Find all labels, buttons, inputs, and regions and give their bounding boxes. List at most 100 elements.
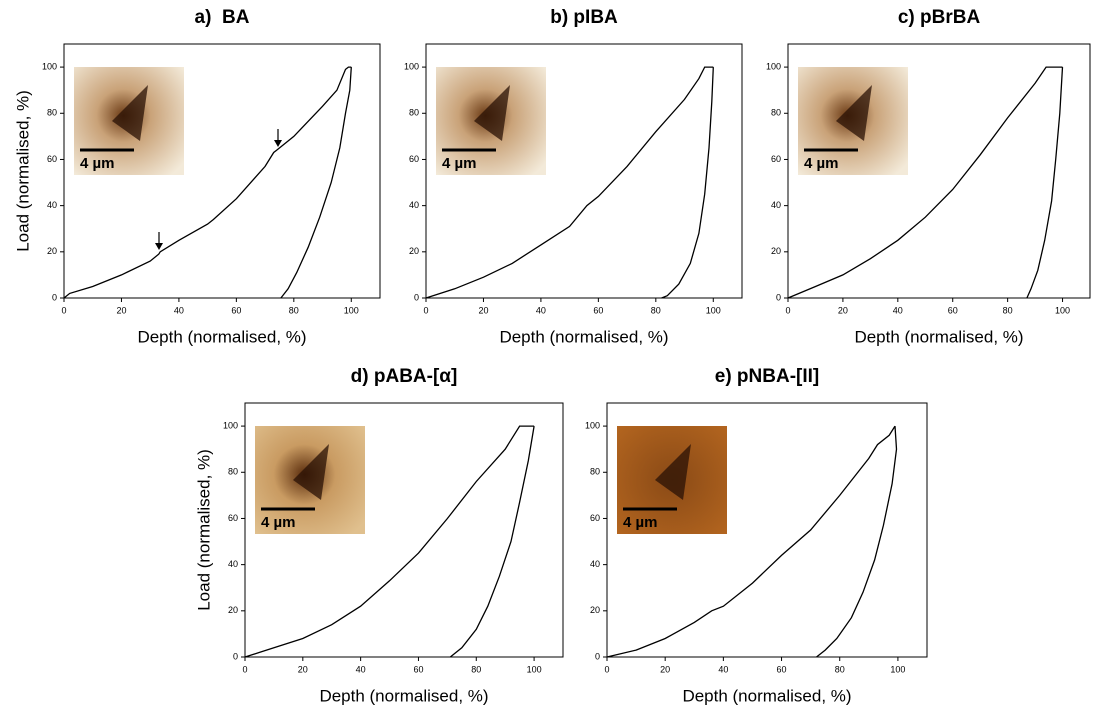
scale-label: 4 µm [623,514,658,531]
curve [1026,67,1064,299]
x-tick-label: 80 [1003,305,1013,315]
x-tick-label: 80 [651,305,661,315]
curve [280,67,352,299]
curve [244,425,535,658]
chart-title: c) pBrBA [898,7,981,28]
x-tick-label: 60 [948,305,958,315]
y-tick-label: 60 [47,154,57,164]
plot-frame [606,402,928,658]
x-tick-label: 100 [706,305,721,315]
chart-title: d) pABA-[α] [351,366,458,387]
plot-frame [787,43,1091,299]
arrow-head [274,140,282,147]
y-tick-label: 0 [776,292,781,302]
x-tick-label: 40 [718,664,728,674]
y-axis-label: Load (normalised, %) [13,90,32,252]
scale-label: 4 µm [80,155,115,172]
x-tick-label: 20 [298,664,308,674]
x-tick-label: 60 [777,664,787,674]
inset-indent [474,85,510,141]
y-tick-label: 100 [585,420,600,430]
plot-frame [425,43,743,299]
y-tick-label: 80 [590,467,600,477]
y-tick-label: 20 [228,605,238,615]
arrow-head [155,243,163,250]
y-tick-label: 60 [228,513,238,523]
curve [606,425,896,658]
plot-frame [63,43,381,299]
y-tick-label: 20 [771,246,781,256]
scale-label: 4 µm [804,155,839,172]
y-tick-label: 40 [47,200,57,210]
x-axis-label: Depth (normalised, %) [319,686,488,705]
x-tick-label: 0 [61,305,66,315]
x-tick-label: 0 [423,305,428,315]
x-axis-label: Depth (normalised, %) [854,327,1023,346]
y-tick-label: 60 [409,154,419,164]
y-tick-label: 0 [52,292,57,302]
curve [425,66,714,299]
inset-indent [112,85,148,141]
plot-frame [244,402,564,658]
x-tick-label: 100 [344,305,359,315]
chart-title: b) pIBA [550,7,618,28]
x-tick-label: 40 [356,664,366,674]
x-tick-label: 100 [890,664,905,674]
y-tick-label: 80 [771,108,781,118]
curve [661,67,714,299]
x-tick-label: 20 [478,305,488,315]
x-axis-label: Depth (normalised, %) [137,327,306,346]
y-tick-label: 60 [771,154,781,164]
y-tick-label: 100 [42,61,57,71]
y-tick-label: 80 [228,467,238,477]
y-tick-label: 0 [595,651,600,661]
annotation-arrows [155,129,282,250]
x-tick-label: 100 [1055,305,1070,315]
inset-indent [836,85,872,141]
y-tick-label: 20 [590,605,600,615]
x-tick-label: 80 [471,664,481,674]
x-tick-label: 100 [527,664,542,674]
x-tick-label: 20 [660,664,670,674]
x-tick-label: 40 [893,305,903,315]
y-tick-label: 80 [47,108,57,118]
y-tick-label: 40 [228,559,238,569]
y-tick-label: 80 [409,108,419,118]
x-tick-label: 80 [835,664,845,674]
scale-label: 4 µm [442,155,477,172]
y-tick-label: 60 [590,513,600,523]
x-tick-label: 80 [289,305,299,315]
scale-label: 4 µm [261,514,296,531]
inset-indent [293,444,329,500]
chart-title: a) BA [195,7,250,28]
curve [787,66,1063,299]
y-tick-label: 20 [409,246,419,256]
x-tick-label: 20 [838,305,848,315]
y-axis-label: Load (normalised, %) [194,449,213,611]
x-tick-label: 0 [785,305,790,315]
inset-indent [655,444,691,500]
y-tick-label: 100 [223,420,238,430]
x-tick-label: 0 [604,664,609,674]
chart-title: e) pNBA-[II] [715,366,819,387]
x-axis-label: Depth (normalised, %) [499,327,668,346]
x-tick-label: 40 [174,305,184,315]
curve [449,425,535,658]
y-tick-label: 40 [409,200,419,210]
y-tick-label: 40 [590,559,600,569]
x-tick-label: 60 [593,305,603,315]
y-tick-label: 0 [414,292,419,302]
x-tick-label: 40 [536,305,546,315]
x-tick-label: 20 [116,305,126,315]
y-tick-label: 0 [233,651,238,661]
curve [816,426,898,658]
y-tick-label: 100 [766,61,781,71]
curve [63,66,352,299]
x-axis-label: Depth (normalised, %) [682,686,851,705]
y-tick-label: 100 [404,61,419,71]
x-tick-label: 60 [231,305,241,315]
x-tick-label: 60 [413,664,423,674]
x-tick-label: 0 [242,664,247,674]
y-tick-label: 40 [771,200,781,210]
